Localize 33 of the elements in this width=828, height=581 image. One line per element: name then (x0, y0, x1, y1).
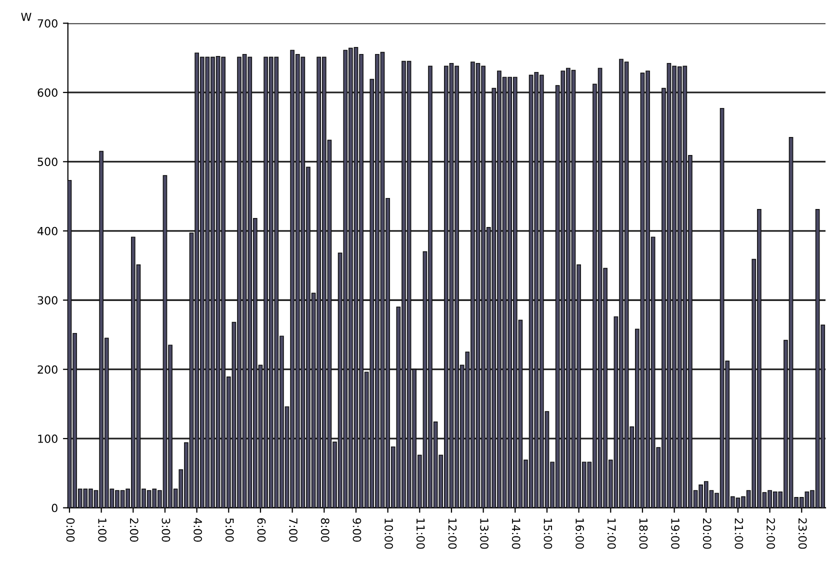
x-tick-label: 15:00 (544, 518, 552, 549)
y-tick-label: 100 (38, 434, 58, 443)
y-tick-label: 600 (38, 88, 58, 97)
y-tick-label: 700 (38, 19, 58, 28)
y-tick-label: 400 (38, 226, 58, 236)
x-tick-label: 17:00 (607, 518, 616, 549)
y-tick-label: 0 (52, 504, 58, 512)
x-tick-label: 12:00 (448, 518, 457, 549)
x-tick-label: 0:00 (66, 518, 75, 542)
x-tick-label: 14:00 (512, 518, 520, 549)
x-tick-label: 2:00 (130, 518, 138, 542)
x-tick-label: 21:00 (734, 518, 744, 549)
x-tick-label: 23:00 (798, 518, 807, 549)
x-tick-label: 5:00 (225, 518, 234, 542)
x-tick-label: 13:00 (480, 518, 488, 549)
y-tick-label: 300 (38, 296, 58, 305)
x-tick-label: 22:00 (766, 518, 775, 549)
x-tick-label: 9:00 (352, 518, 362, 542)
x-tick-label: 6:00 (257, 518, 266, 542)
x-tick-label: 10:00 (384, 518, 393, 549)
y-tick-label: 200 (38, 365, 58, 374)
y-tick-label: 500 (38, 158, 58, 166)
x-tick-label: 8:00 (320, 518, 330, 542)
x-tick-label: 7:00 (289, 518, 298, 542)
x-tick-label: 18:00 (639, 518, 648, 549)
y-axis-title: W (21, 12, 32, 21)
x-tick-label: 19:00 (671, 518, 680, 549)
x-tick-label: 11:00 (416, 518, 425, 549)
x-tick-label: 1:00 (98, 518, 106, 542)
x-tick-label: 3:00 (162, 518, 170, 542)
x-tick-label: 4:00 (194, 518, 202, 542)
x-tick-label: 20:00 (702, 518, 712, 549)
x-tick-label: 16:00 (576, 518, 584, 549)
